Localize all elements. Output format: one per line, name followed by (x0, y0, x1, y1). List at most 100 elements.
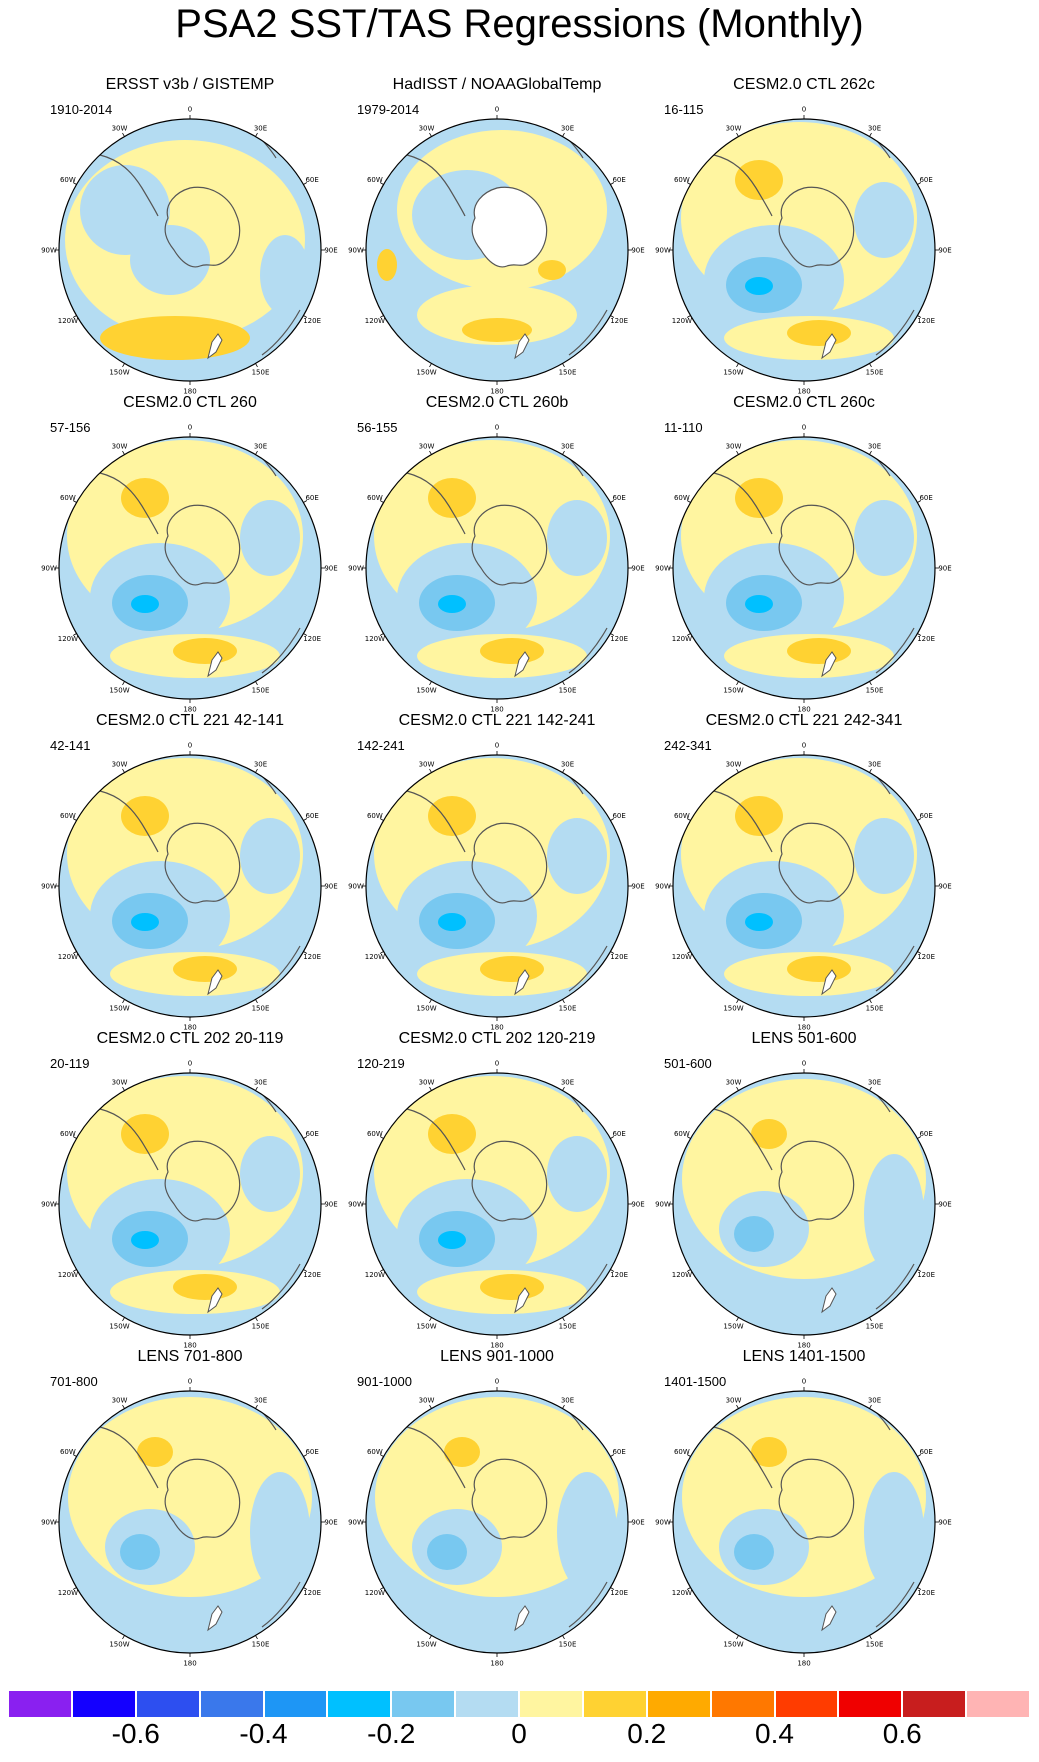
lon-tick (610, 500, 615, 503)
lon-label: 0 (495, 106, 499, 114)
south-america-outline (713, 790, 773, 853)
polar-map: 0 30E 60E 90E 120E 150E 180 150W 120W 90W 60W 30W (348, 424, 645, 714)
lon-label: 120E (303, 1271, 321, 1279)
map-panel: CESM2.0 CTL 260 57-156 0 30E 60E 90E 120E 150E 1… (40, 394, 340, 714)
lon-label: 180 (490, 1342, 503, 1350)
lon-label: 120E (303, 635, 321, 643)
colorbar-swatch (582, 1690, 647, 1718)
antarctica-outline (471, 822, 548, 904)
new-zealand-outline (821, 333, 837, 360)
lon-tick (736, 132, 739, 137)
lon-label: 150W (109, 1641, 129, 1649)
new-zealand-outline (514, 333, 530, 360)
lon-label: 0 (188, 424, 192, 432)
new-zealand-outline (207, 1287, 223, 1314)
lon-label: 0 (802, 106, 806, 114)
polar-map: 0 30E 60E 90E 120E 150E 180 150W 120W 90W 60W 30W (655, 1060, 952, 1350)
lon-tick (72, 1454, 77, 1457)
south-america-outline (99, 472, 159, 535)
lon-label: 180 (183, 706, 196, 714)
lon-label: 0 (802, 742, 806, 750)
lon-tick (562, 681, 565, 686)
panel-period: 1910-2014 (50, 102, 113, 117)
lon-tick (303, 1454, 308, 1457)
new-zealand-outline (514, 969, 530, 996)
lon-tick (429, 681, 432, 686)
panel-period: 501-600 (664, 1056, 712, 1071)
lon-label: 30E (868, 760, 881, 768)
lon-label: 60E (612, 176, 625, 184)
new-zealand-outline (821, 1605, 837, 1632)
lon-label: 60E (305, 494, 318, 502)
lon-label: 90W (348, 883, 364, 891)
lon-tick (610, 951, 615, 954)
lon-tick (303, 315, 308, 318)
lon-tick (562, 1404, 565, 1409)
lon-tick (869, 1404, 872, 1409)
lon-label: 90W (655, 883, 671, 891)
lon-tick (72, 951, 77, 954)
lon-label: 30E (561, 760, 574, 768)
lon-tick (122, 1086, 125, 1091)
lon-tick (917, 633, 922, 636)
lon-tick (72, 1136, 77, 1139)
lon-tick (122, 681, 125, 686)
lon-tick (122, 1635, 125, 1640)
lon-label: 150W (416, 1641, 436, 1649)
panel-period: 242-341 (664, 738, 712, 753)
panel-period: 1401-1500 (664, 1374, 727, 1389)
lon-tick (562, 450, 565, 455)
lon-label: 90W (655, 1519, 671, 1527)
lon-label: 90E (324, 1201, 337, 1209)
lon-tick (869, 1086, 872, 1091)
map-panel: LENS 901-1000 901-1000 0 30E 60E 90E 120E 150E 1… (347, 1348, 647, 1668)
lon-label: 0 (495, 424, 499, 432)
lon-label: 180 (183, 1342, 196, 1350)
lon-label: 150E (866, 369, 884, 377)
lon-label: 60E (919, 812, 932, 820)
lon-tick (429, 363, 432, 368)
colorbar-label: -0.4 (239, 1718, 288, 1749)
lon-label: 0 (188, 1060, 192, 1068)
lon-tick (72, 1587, 77, 1590)
polar-map: 0 30E 60E 90E 120E 150E 180 150W 120W 90W 60W 30W (41, 1060, 338, 1350)
lon-label: 30E (868, 124, 881, 132)
panel-period: 56-155 (357, 420, 398, 435)
lon-label: 90W (348, 1519, 364, 1527)
lon-label: 60W (60, 1130, 76, 1138)
lon-label: 30W (726, 124, 742, 132)
panel-title: CESM2.0 CTL 221 242-341 (705, 712, 903, 729)
lon-tick (255, 1635, 258, 1640)
polar-map: 0 30E 60E 90E 120E 150E 180 150W 120W 90W 60W 30W (41, 106, 338, 396)
lon-tick (303, 500, 308, 503)
lon-label: 150E (866, 1641, 884, 1649)
australia-outline (875, 945, 915, 992)
lon-label: 180 (797, 1342, 810, 1350)
lon-label: 60W (674, 494, 690, 502)
lon-tick (379, 1269, 384, 1272)
lon-tick (72, 1269, 77, 1272)
lon-label: 90E (631, 1519, 644, 1527)
panel-period: 11-110 (664, 420, 703, 435)
lon-tick (736, 1404, 739, 1409)
lon-label: 0 (802, 424, 806, 432)
colorbar-label: -0.2 (367, 1718, 416, 1749)
panel-title: CESM2.0 CTL 202 120-219 (398, 1030, 596, 1047)
panel-title: CESM2.0 CTL 221 42-141 (96, 712, 284, 729)
lon-label: 60E (919, 494, 932, 502)
lon-label: 180 (183, 388, 196, 396)
lon-label: 60E (612, 494, 625, 502)
lon-tick (255, 768, 258, 773)
lon-tick (686, 633, 691, 636)
south-america-outline (406, 154, 466, 217)
lon-label: 60W (367, 1448, 383, 1456)
colorbar-swatch (199, 1690, 264, 1718)
polar-map: 0 30E 60E 90E 120E 150E 180 150W 120W 90W 60W 30W (348, 742, 645, 1032)
lon-tick (303, 1136, 308, 1139)
lon-label: 60E (305, 1130, 318, 1138)
colorbar-swatch (391, 1690, 456, 1718)
lon-tick (379, 1587, 384, 1590)
panel-title: LENS 701-800 (137, 1348, 243, 1365)
lon-label: 120W (672, 953, 692, 961)
antarctica-outline (778, 186, 855, 268)
